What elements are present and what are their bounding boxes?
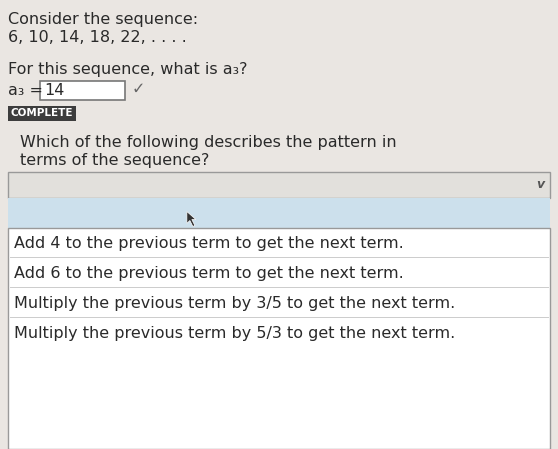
FancyBboxPatch shape (40, 81, 125, 100)
FancyBboxPatch shape (8, 198, 550, 228)
Text: a₃ =: a₃ = (8, 83, 43, 98)
Text: Which of the following describes the pattern in: Which of the following describes the pat… (20, 135, 397, 150)
FancyBboxPatch shape (8, 106, 76, 121)
Polygon shape (187, 211, 196, 226)
Text: For this sequence, what is a₃?: For this sequence, what is a₃? (8, 62, 248, 77)
Text: terms of the sequence?: terms of the sequence? (20, 153, 209, 168)
FancyBboxPatch shape (8, 172, 550, 198)
Text: Consider the sequence:: Consider the sequence: (8, 12, 198, 27)
Text: 6, 10, 14, 18, 22, . . . .: 6, 10, 14, 18, 22, . . . . (8, 30, 187, 45)
FancyBboxPatch shape (8, 228, 550, 449)
Text: Multiply the previous term by 3/5 to get the next term.: Multiply the previous term by 3/5 to get… (14, 296, 455, 311)
Text: ✓: ✓ (132, 82, 146, 97)
Text: Add 6 to the previous term to get the next term.: Add 6 to the previous term to get the ne… (14, 266, 404, 281)
Text: Multiply the previous term by 5/3 to get the next term.: Multiply the previous term by 5/3 to get… (14, 326, 455, 341)
Text: v: v (536, 179, 544, 192)
Text: Add 4 to the previous term to get the next term.: Add 4 to the previous term to get the ne… (14, 236, 404, 251)
Text: COMPLETE: COMPLETE (11, 109, 73, 119)
Text: 14: 14 (44, 83, 64, 98)
